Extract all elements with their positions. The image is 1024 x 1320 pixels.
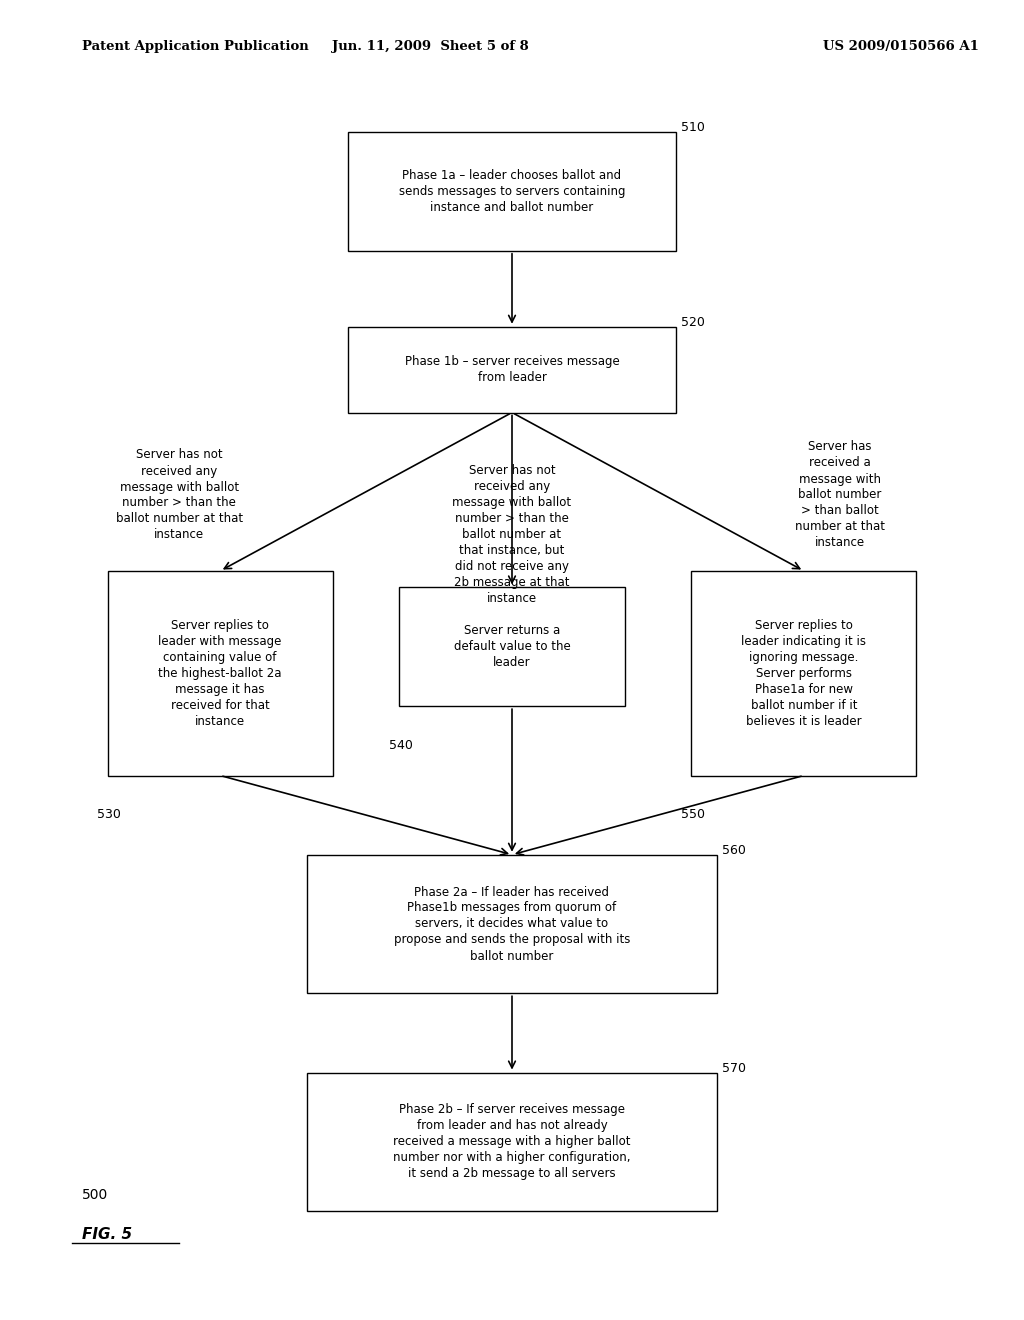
Text: Server has not
received any
message with ballot
number > than the
ballot number : Server has not received any message with… [116, 449, 243, 541]
Text: Phase 1a – leader chooses ballot and
sends messages to servers containing
instan: Phase 1a – leader chooses ballot and sen… [398, 169, 626, 214]
FancyBboxPatch shape [691, 570, 916, 776]
Text: 550: 550 [681, 808, 705, 821]
FancyBboxPatch shape [348, 327, 676, 412]
Text: Phase 2b – If server receives message
from leader and has not already
received a: Phase 2b – If server receives message fr… [393, 1104, 631, 1180]
FancyBboxPatch shape [348, 132, 676, 251]
Text: 570: 570 [722, 1061, 745, 1074]
FancyBboxPatch shape [108, 570, 333, 776]
Text: 530: 530 [97, 808, 121, 821]
Text: Phase 1b – server receives message
from leader: Phase 1b – server receives message from … [404, 355, 620, 384]
FancyBboxPatch shape [307, 1072, 717, 1212]
Text: 540: 540 [389, 739, 413, 752]
Text: 500: 500 [82, 1188, 109, 1201]
Text: Server has
received a
message with
ballot number
> than ballot
number at that
in: Server has received a message with ballo… [795, 441, 885, 549]
Text: 560: 560 [722, 845, 745, 857]
Text: 510: 510 [681, 121, 705, 135]
Text: Patent Application Publication: Patent Application Publication [82, 40, 308, 53]
Text: 520: 520 [681, 317, 705, 329]
Text: Server replies to
leader with message
containing value of
the highest-ballot 2a
: Server replies to leader with message co… [159, 619, 282, 727]
FancyBboxPatch shape [307, 855, 717, 993]
Text: FIG. 5: FIG. 5 [82, 1226, 132, 1242]
Text: Phase 2a – If leader has received
Phase1b messages from quorum of
servers, it de: Phase 2a – If leader has received Phase1… [394, 886, 630, 962]
FancyBboxPatch shape [399, 587, 625, 706]
Text: Server has not
received any
message with ballot
number > than the
ballot number : Server has not received any message with… [453, 465, 571, 605]
Text: US 2009/0150566 A1: US 2009/0150566 A1 [823, 40, 979, 53]
Text: Server replies to
leader indicating it is
ignoring message.
Server performs
Phas: Server replies to leader indicating it i… [741, 619, 866, 727]
Text: Jun. 11, 2009  Sheet 5 of 8: Jun. 11, 2009 Sheet 5 of 8 [332, 40, 528, 53]
Text: Server returns a
default value to the
leader: Server returns a default value to the le… [454, 624, 570, 669]
